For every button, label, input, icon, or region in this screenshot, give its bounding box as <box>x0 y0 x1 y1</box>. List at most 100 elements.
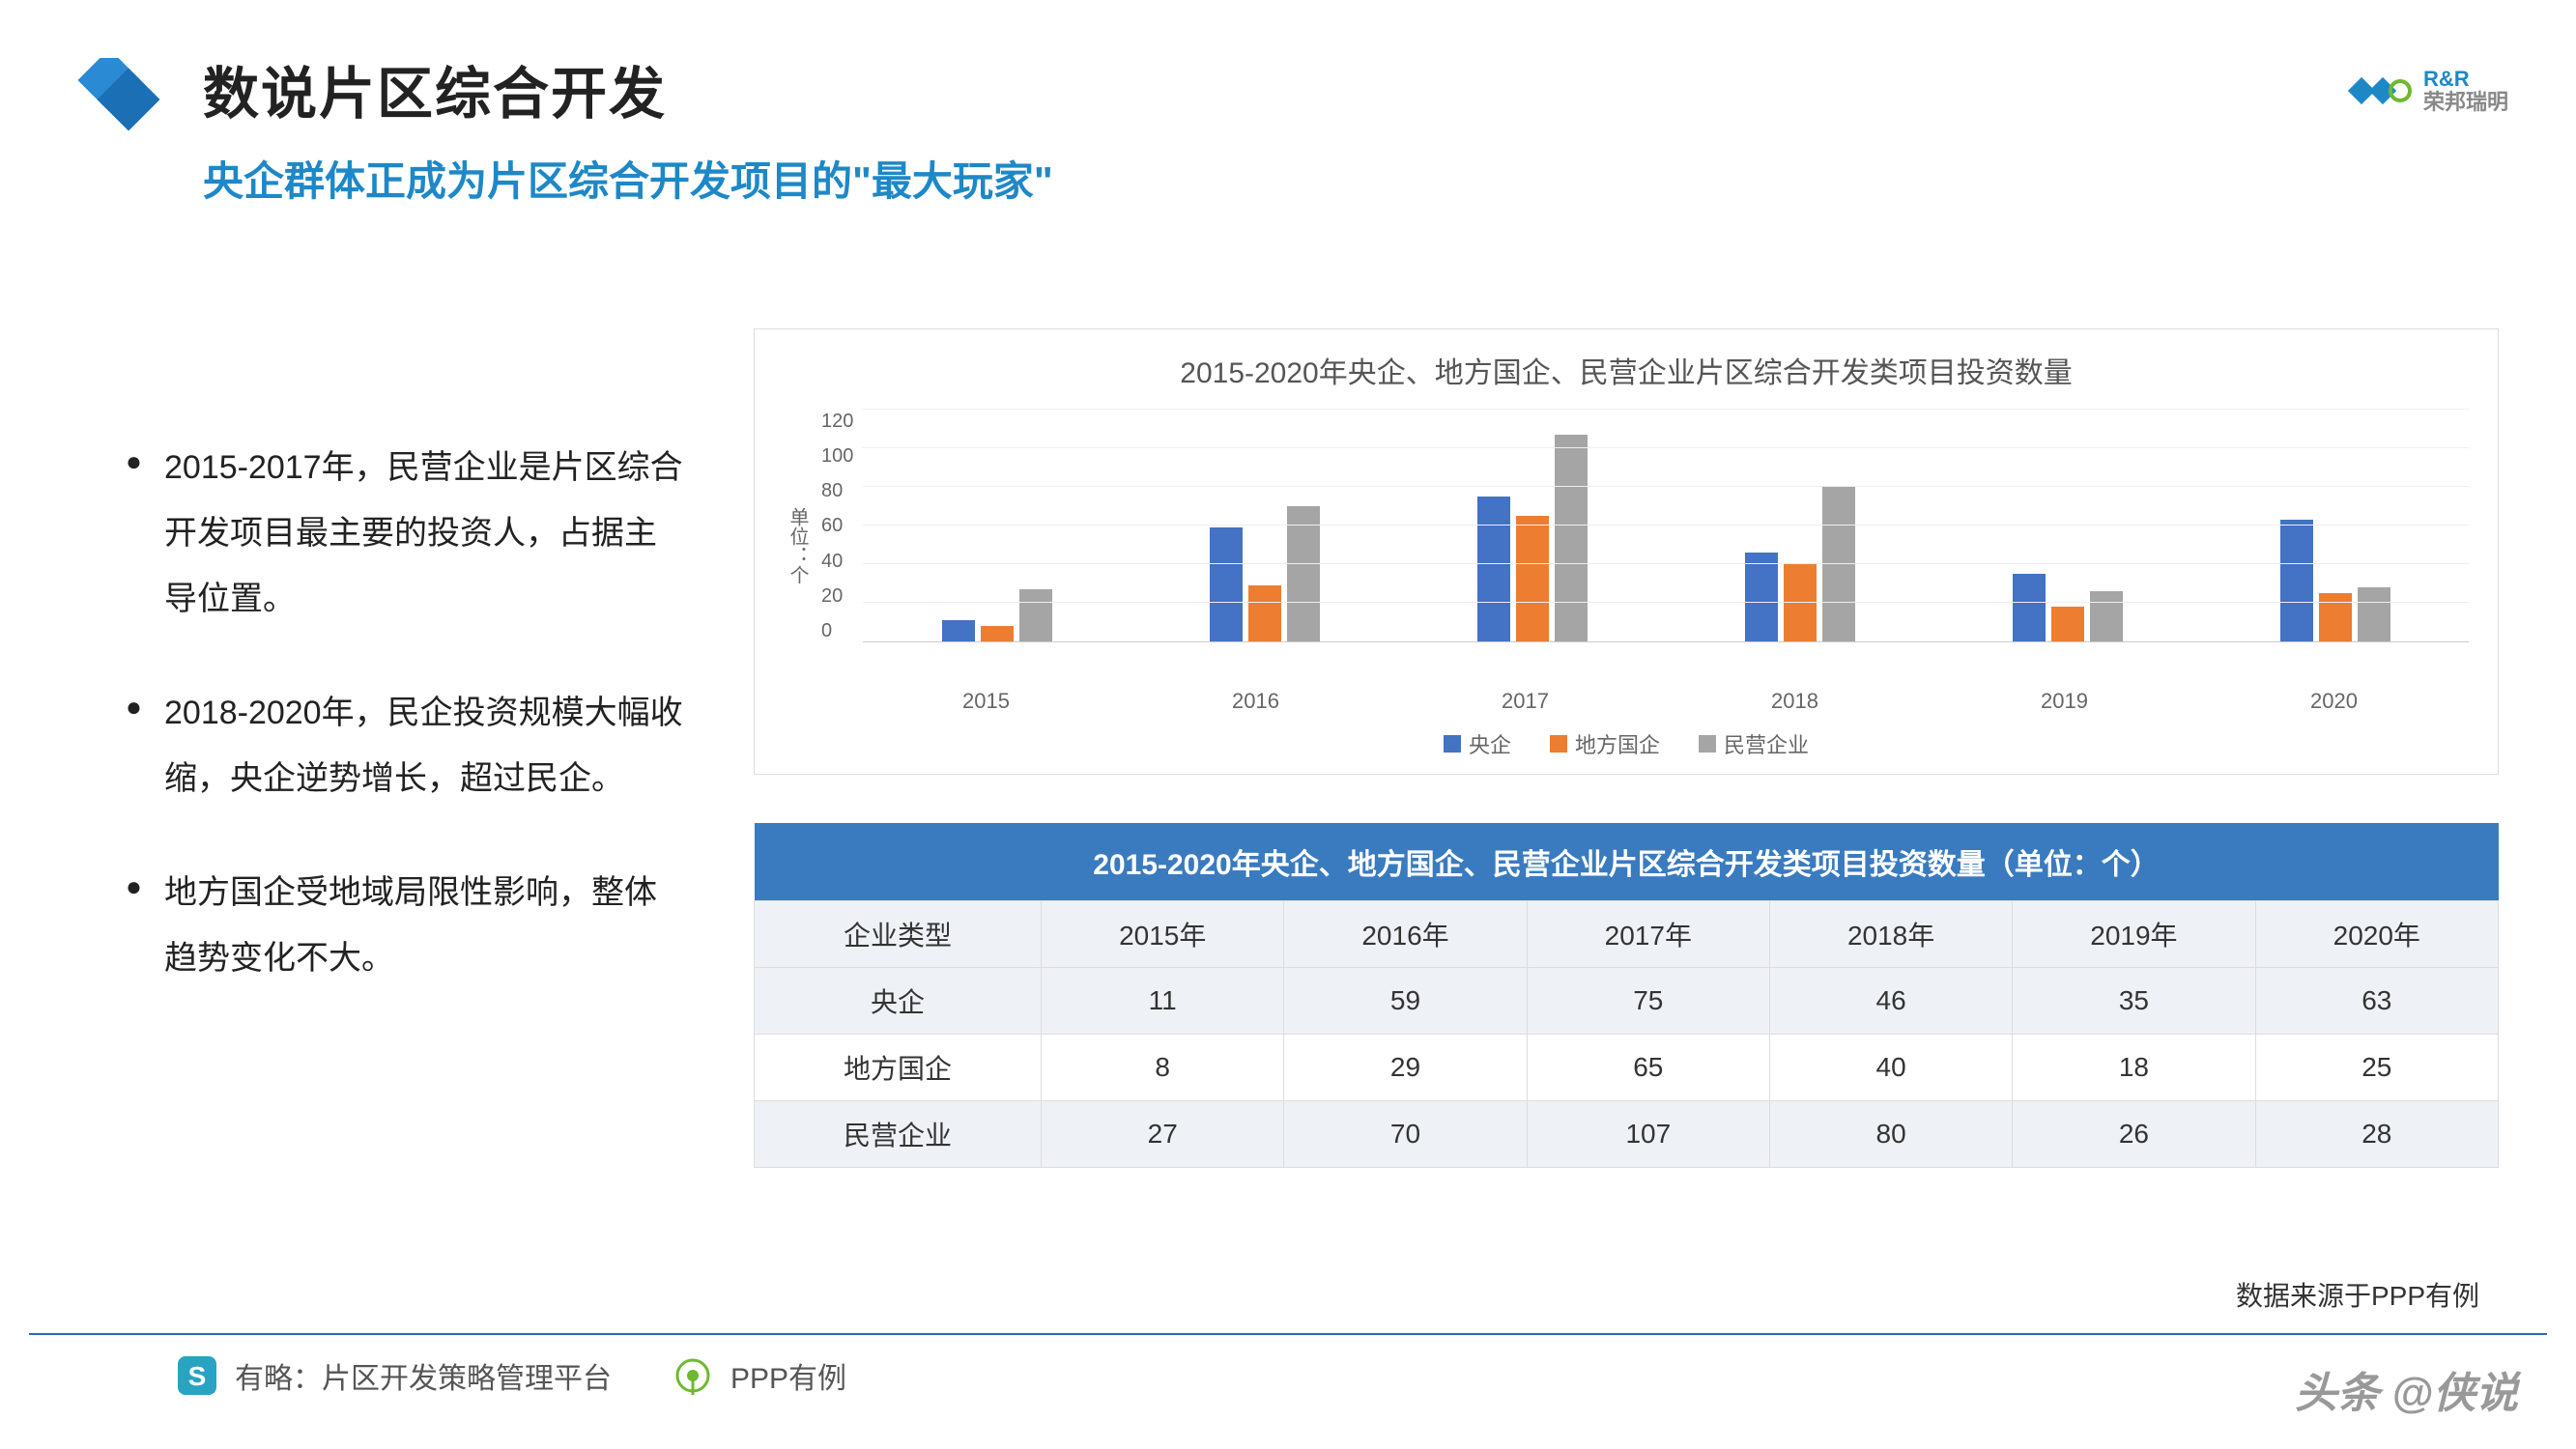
table-header-cell: 2015年 <box>1042 901 1284 968</box>
bar <box>1248 585 1281 641</box>
legend-label: 央企 <box>1469 728 1511 759</box>
x-tick-label: 2017 <box>1502 689 1549 714</box>
bar-groups <box>863 411 2469 641</box>
table-row: 民营企业2770107802628 <box>755 1101 2499 1168</box>
chart-plot <box>863 411 2469 642</box>
title-text: 数说片区综合开发 央企群体正成为片区综合开发项目的"最大玩家" <box>203 48 1053 208</box>
logo-left-icon <box>68 58 164 140</box>
x-tick-label: 2015 <box>962 689 1010 714</box>
logo-rr: R&R <box>2423 68 2508 91</box>
table-header-cell: 2018年 <box>1769 901 2012 968</box>
table-cell: 46 <box>1769 968 2012 1035</box>
legend-item: 民营企业 <box>1699 728 1809 759</box>
table-cell: 75 <box>1527 968 1769 1035</box>
bar <box>1019 589 1052 641</box>
legend-swatch <box>1444 735 1461 753</box>
logo-right-icon <box>2344 70 2412 112</box>
footer-item-youlue: S 有略：片区开发策略管理平台 <box>174 1352 612 1399</box>
chart-title: 2015-2020年央企、地方国企、民营企业片区综合开发类项目投资数量 <box>784 349 2469 391</box>
table-cell: 民营企业 <box>755 1101 1042 1168</box>
table-cell: 59 <box>1284 968 1527 1035</box>
table-cell: 25 <box>2255 1035 2498 1101</box>
table-cell: 地方国企 <box>755 1035 1042 1101</box>
footer-divider <box>29 1333 2547 1335</box>
chart-area: 单位：个 020406080100120 <box>784 411 2469 681</box>
bar-group <box>2280 520 2390 641</box>
logo-right: R&R 荣邦瑞明 <box>2344 68 2508 114</box>
bar <box>942 620 975 641</box>
page-title: 数说片区综合开发 <box>203 48 1053 129</box>
table-cell: 28 <box>2255 1101 2498 1168</box>
logo-right-text: R&R 荣邦瑞明 <box>2423 68 2508 114</box>
table-cell: 40 <box>1769 1035 2012 1101</box>
bar <box>2358 587 2390 641</box>
bullet-list: 2015-2017年，民营企业是片区综合开发项目最主要的投资人，占据主导位置。 2… <box>126 435 686 1168</box>
legend-swatch <box>1550 735 1567 753</box>
bar <box>1784 564 1817 641</box>
bar <box>1555 435 1588 641</box>
x-tick-label: 2020 <box>2310 689 2358 714</box>
bar <box>2319 593 2352 641</box>
table-cell: 65 <box>1527 1035 1769 1101</box>
table-title: 2015-2020年央企、地方国企、民营企业片区综合开发类项目投资数量（单位：个… <box>755 823 2499 901</box>
table-cell: 70 <box>1284 1101 1527 1168</box>
x-tick-label: 2019 <box>2041 689 2088 714</box>
table-cell: 26 <box>2013 1101 2255 1168</box>
legend-item: 地方国企 <box>1550 728 1660 759</box>
legend-swatch <box>1699 735 1716 753</box>
title-block: 数说片区综合开发 央企群体正成为片区综合开发项目的"最大玩家" <box>68 48 1053 208</box>
bar-group <box>1477 435 1588 641</box>
table-cell: 18 <box>2013 1035 2255 1101</box>
table-cell: 107 <box>1527 1101 1769 1168</box>
table-row: 央企115975463563 <box>755 968 2499 1035</box>
legend-label: 地方国企 <box>1575 728 1660 759</box>
bar-group <box>2013 574 2123 641</box>
table-cell: 央企 <box>755 968 1042 1035</box>
watermark: 头条 @侠说 <box>2295 1358 2518 1420</box>
bar <box>981 626 1014 641</box>
table-cell: 80 <box>1769 1101 2012 1168</box>
footer: S 有略：片区开发策略管理平台 PPP有例 <box>174 1352 846 1399</box>
table-header-cell: 2019年 <box>2013 901 2255 968</box>
bar-group <box>942 589 1052 641</box>
bar <box>2280 520 2313 641</box>
ppp-icon <box>670 1352 716 1399</box>
footer-label-2: PPP有例 <box>730 1354 846 1397</box>
table-row: 地方国企82965401825 <box>755 1035 2499 1101</box>
page-subtitle: 央企群体正成为片区综合开发项目的"最大玩家" <box>203 149 1053 208</box>
bar <box>1477 497 1510 641</box>
bullet-item: 地方国企受地域局限性影响，整体趋势变化不大。 <box>126 860 686 991</box>
content: 2015-2017年，民营企业是片区综合开发项目最主要的投资人，占据主导位置。 2… <box>126 328 2499 1168</box>
svg-text:S: S <box>188 1361 207 1391</box>
bar <box>1516 516 1549 641</box>
table-header-cell: 2020年 <box>2255 901 2498 968</box>
footer-label-1: 有略：片区开发策略管理平台 <box>235 1354 612 1397</box>
bullet-item: 2018-2020年，民企投资规模大幅收缩，央企逆势增长，超过民企。 <box>126 680 686 811</box>
footer-item-ppp: PPP有例 <box>670 1352 846 1399</box>
bullet-item: 2015-2017年，民营企业是片区综合开发项目最主要的投资人，占据主导位置。 <box>126 435 686 632</box>
table-cell: 27 <box>1042 1101 1284 1168</box>
x-tick-label: 2016 <box>1232 689 1279 714</box>
right-column: 2015-2020年央企、地方国企、民营企业片区综合开发类项目投资数量 单位：个… <box>754 328 2499 1168</box>
y-axis-label: 单位：个 <box>784 507 812 584</box>
y-axis-ticks: 020406080100120 <box>821 411 863 642</box>
youlue-icon: S <box>174 1352 220 1399</box>
table-header-cell: 2016年 <box>1284 901 1527 968</box>
x-tick-label: 2018 <box>1771 689 1818 714</box>
bar-group <box>1745 487 1855 641</box>
table-cell: 8 <box>1042 1035 1284 1101</box>
bar <box>2051 607 2084 641</box>
table-cell: 11 <box>1042 968 1284 1035</box>
legend-item: 央企 <box>1444 728 1511 759</box>
table-header-cell: 2017年 <box>1527 901 1769 968</box>
data-table: 2015-2020年央企、地方国企、民营企业片区综合开发类项目投资数量（单位：个… <box>754 823 2499 1168</box>
bar <box>2013 574 2046 641</box>
bar-chart: 2015-2020年央企、地方国企、民营企业片区综合开发类项目投资数量 单位：个… <box>754 328 2499 775</box>
legend-label: 民营企业 <box>1724 728 1809 759</box>
source-note: 数据来源于PPP有例 <box>2236 1275 2479 1314</box>
x-axis-labels: 2015 2016 2017 2018 2019 2020 <box>851 689 2469 714</box>
bar <box>1822 487 1855 641</box>
bar <box>2090 591 2123 641</box>
table-cell: 35 <box>2013 968 2255 1035</box>
table-cell: 63 <box>2255 968 2498 1035</box>
